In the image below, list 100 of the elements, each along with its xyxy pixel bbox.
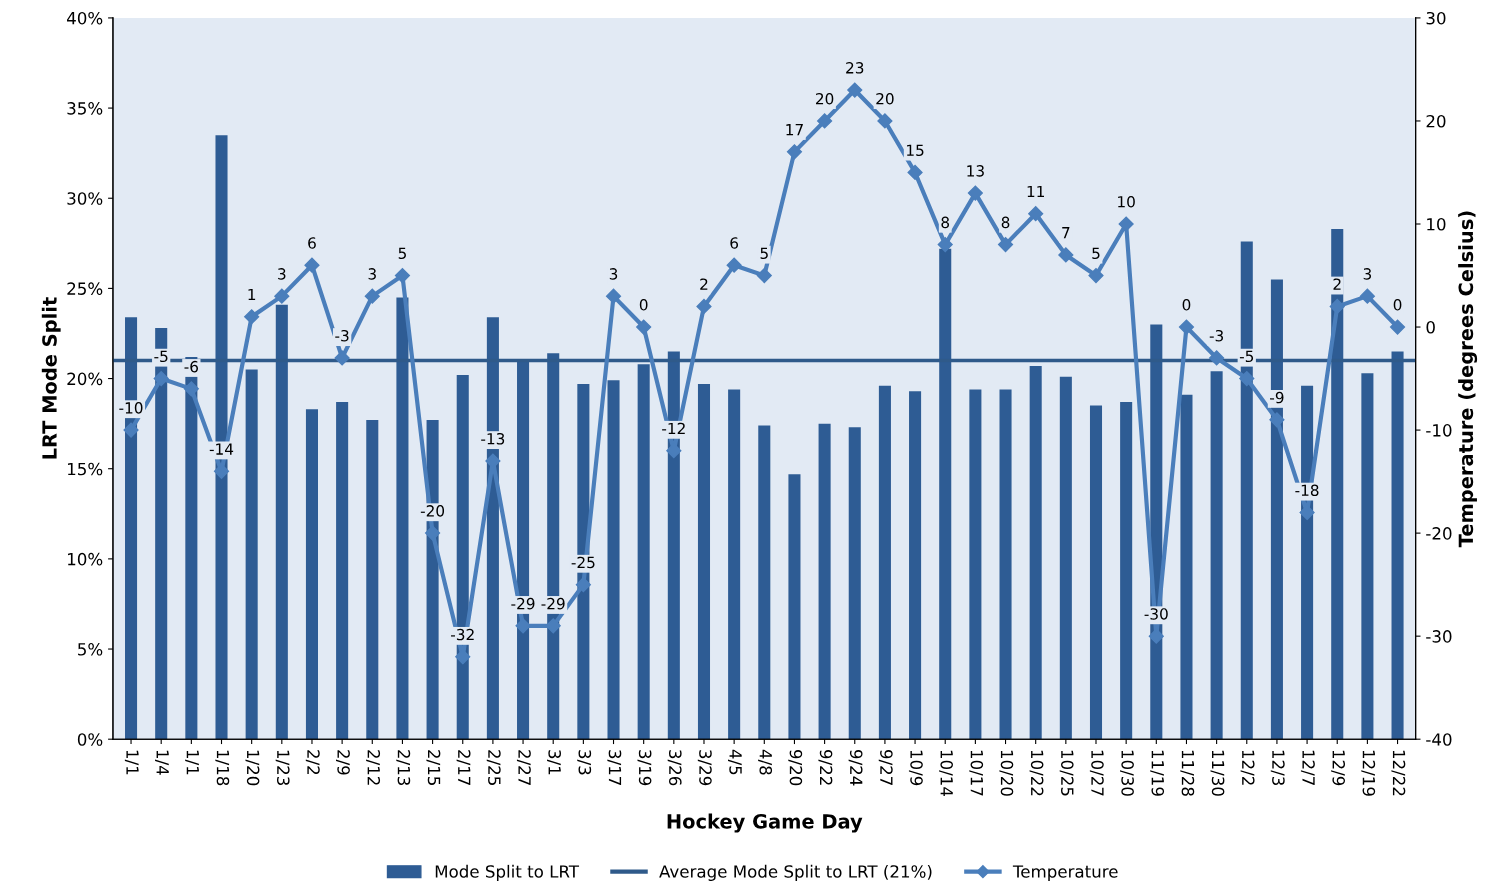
data-label: 8 xyxy=(1001,216,1010,229)
point xyxy=(1118,216,1134,232)
bar xyxy=(1089,405,1103,740)
x-tick-label: 10/27 xyxy=(1089,750,1104,796)
bar xyxy=(818,423,831,740)
data-label: -32 xyxy=(451,628,474,641)
point xyxy=(304,257,320,273)
data-label: 17 xyxy=(786,124,803,136)
bar xyxy=(637,364,650,740)
x-tick-label: 2/15 xyxy=(426,750,441,785)
data-label: 6 xyxy=(308,237,316,249)
point xyxy=(515,618,531,634)
point xyxy=(274,288,290,304)
x-tick-label: 11/28 xyxy=(1180,750,1195,796)
legend-label: Mode Split to LRT xyxy=(435,864,580,881)
x-tick-label: 10/20 xyxy=(999,750,1014,796)
y-tick-label: 35% xyxy=(67,102,103,115)
bar xyxy=(969,389,982,740)
data-label: 0 xyxy=(1182,299,1191,311)
bar xyxy=(848,427,861,740)
x-tick-label: 10/17 xyxy=(969,750,984,796)
data-label: 3 xyxy=(1363,268,1372,280)
bar xyxy=(1059,376,1072,740)
point xyxy=(1239,370,1255,387)
x-tick-label: 9/27 xyxy=(878,749,893,785)
bar xyxy=(245,369,258,740)
data-label: -20 xyxy=(420,505,445,517)
data-label: 6 xyxy=(730,237,739,249)
point xyxy=(756,267,772,284)
x-tick-label: 12/19 xyxy=(1361,750,1376,796)
point xyxy=(364,288,380,304)
x-tick-label: 12/9 xyxy=(1331,750,1346,786)
legend-label: Temperature xyxy=(1012,865,1118,881)
data-label: 20 xyxy=(816,92,834,105)
bar xyxy=(607,380,620,740)
x-tick-label: 9/22 xyxy=(818,749,833,785)
x-tick-label: 12/22 xyxy=(1391,750,1406,796)
data-label: 23 xyxy=(846,62,864,74)
x-tick-label: 10/30 xyxy=(1120,750,1134,796)
x-tick-label: 1/18 xyxy=(215,750,230,786)
data-label: -25 xyxy=(571,556,595,569)
data-label: -18 xyxy=(1295,484,1319,497)
point xyxy=(394,267,411,284)
bar xyxy=(909,391,922,740)
x-tick-label: 1/1 xyxy=(124,750,139,775)
bar xyxy=(1210,371,1223,740)
x-tick-label: 4/8 xyxy=(758,749,773,775)
x-tick-label: 3/17 xyxy=(607,750,622,785)
x-tick-label: 10/22 xyxy=(1029,750,1044,796)
point xyxy=(575,577,591,593)
x-tick-label: 1/20 xyxy=(245,750,260,786)
x-tick-label: 10/14 xyxy=(939,750,953,797)
point xyxy=(786,144,803,160)
data-label: 1 xyxy=(248,288,256,301)
point xyxy=(334,350,350,366)
y2-tick-label: 20 xyxy=(1426,114,1446,128)
x-tick-label: 2/17 xyxy=(456,750,471,785)
x-tick-label: 1/23 xyxy=(275,750,290,786)
x-tick-label: 4/5 xyxy=(727,749,742,775)
x-tick-label: 2/25 xyxy=(486,750,501,785)
x-tick-label: 2/2 xyxy=(305,750,320,775)
x-tick-label: 2/13 xyxy=(396,750,411,786)
y2-tick-label: 30 xyxy=(1426,11,1446,25)
x-tick-label: 10/25 xyxy=(1059,750,1074,796)
x-tick-label: 1/1 xyxy=(185,750,199,775)
point xyxy=(1028,206,1044,222)
x-axis-title: Hockey Game Day xyxy=(667,813,863,833)
data-label: 0 xyxy=(639,299,648,311)
data-label: -3 xyxy=(335,329,349,342)
data-label: -29 xyxy=(541,597,565,610)
point xyxy=(1178,319,1195,335)
y-tick-label: 25% xyxy=(67,282,103,295)
point xyxy=(605,288,622,304)
point xyxy=(1088,267,1104,284)
data-label: 11 xyxy=(1027,185,1044,198)
y-axis-title: LRT Mode Split xyxy=(41,297,61,459)
bar xyxy=(1361,373,1374,740)
point xyxy=(1209,350,1225,366)
y2-axis-title: Temperature (degrees Celsius) xyxy=(1458,211,1478,548)
point xyxy=(153,370,169,387)
data-label: -13 xyxy=(481,432,505,445)
x-tick-label: 11/19 xyxy=(1150,750,1165,796)
x-tick-label: 3/1 xyxy=(547,750,561,775)
bar xyxy=(788,474,801,740)
y-tick-label: 0% xyxy=(77,733,103,746)
point xyxy=(817,113,833,129)
point xyxy=(1329,298,1345,315)
x-tick-label: 3/19 xyxy=(637,750,652,786)
x-tick-label: 2/12 xyxy=(366,750,381,785)
data-label: 20 xyxy=(876,92,894,105)
x-tick-label: 3/26 xyxy=(667,750,682,786)
point xyxy=(847,82,863,98)
data-label: 3 xyxy=(609,268,618,280)
y2-tick-label: -10 xyxy=(1426,424,1452,437)
y2-tick-label: -20 xyxy=(1426,527,1452,540)
data-label: -9 xyxy=(1270,391,1284,404)
data-label: 3 xyxy=(368,268,376,280)
point xyxy=(123,422,139,438)
y2-tick-label: 10 xyxy=(1427,217,1446,231)
data-label: 5 xyxy=(1092,247,1100,260)
